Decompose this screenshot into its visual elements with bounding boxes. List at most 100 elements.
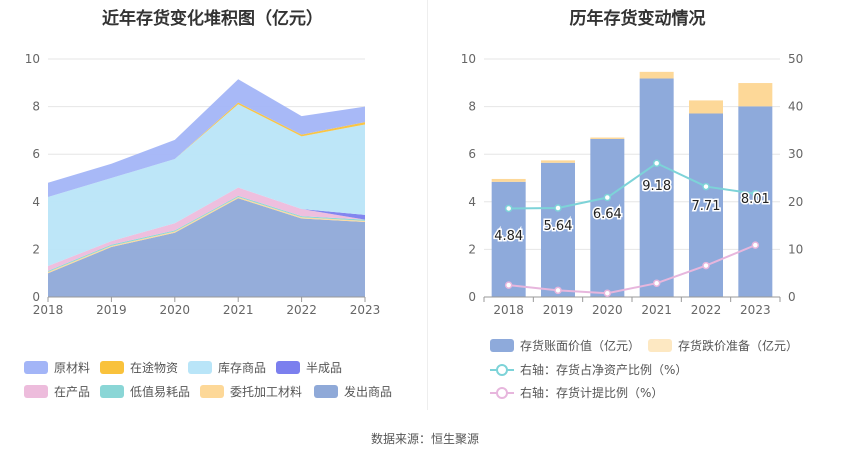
- legend-label: 低值易耗品: [130, 385, 191, 399]
- legend-label: 库存商品: [218, 361, 267, 375]
- right-x-tick-label: 2022: [691, 303, 722, 317]
- line-point: [751, 241, 760, 249]
- bar-impairment-provision: [590, 137, 625, 139]
- legend-item-low-value-consumables[interactable]: 低值易耗品: [100, 383, 190, 400]
- legend-swatch: [648, 339, 672, 352]
- line-point: [554, 286, 562, 295]
- legend-item-impairment-provision[interactable]: 存货跌价准备（亿元）: [648, 337, 798, 354]
- legend-item-book-value[interactable]: 存货账面价值（亿元）: [490, 337, 640, 354]
- left-y-tick-label: 10: [25, 52, 40, 66]
- legend-item-goods-shipped[interactable]: 发出商品: [314, 383, 392, 400]
- legend-swatch: [490, 339, 514, 352]
- right-y-tick-label: 4: [468, 195, 476, 209]
- left-x-tick-label: 2020: [160, 303, 191, 317]
- line-point: [603, 289, 612, 297]
- line-provision-ratio: [508, 244, 756, 295]
- area-series: [48, 187, 365, 271]
- legend-item-inventory-to-net-assets[interactable]: 右轴：存货占净资产比例（%）: [490, 361, 687, 378]
- left-y-tick-label: 4: [32, 195, 40, 209]
- right-y-tick-label: 10: [461, 52, 476, 66]
- left-x-tick-label: 2019: [96, 303, 127, 317]
- right-y2-tick-label: 30: [788, 147, 803, 161]
- right-y2-tick-label: 0: [788, 290, 796, 304]
- legend-label: 右轴：存货占净资产比例（%）: [520, 363, 688, 377]
- area-series: [48, 79, 365, 198]
- right-x-tick-label: 2020: [592, 303, 623, 317]
- bar-value-label: 4.84: [494, 229, 523, 244]
- legend-line-symbol: [490, 386, 514, 399]
- legend-item-finished-goods[interactable]: 库存商品: [188, 359, 266, 376]
- right-x-tick-label: 2023: [740, 303, 771, 317]
- bar-value-label: 8.01: [741, 192, 770, 207]
- line-point: [554, 204, 562, 212]
- line-point: [504, 281, 513, 289]
- bar-value-label: 7.71: [692, 199, 721, 214]
- right-x-tick-label: 2021: [641, 303, 672, 317]
- legend-label: 存货跌价准备（亿元）: [678, 339, 799, 353]
- right-y-tick-label: 0: [468, 290, 476, 304]
- right-x-tick-label: 2019: [543, 303, 574, 317]
- right-y2-tick-label: 20: [788, 195, 803, 209]
- bar-book-value: [639, 78, 674, 298]
- legend-swatch: [24, 385, 48, 398]
- line-point: [751, 189, 760, 198]
- right-x-tick-label: 2018: [493, 303, 524, 317]
- line-point: [652, 279, 661, 287]
- line-point: [702, 261, 710, 270]
- line-point: [504, 204, 513, 213]
- right-y-tick-label: 8: [468, 100, 476, 114]
- line-point: [603, 193, 612, 202]
- bar-impairment-provision: [689, 100, 723, 114]
- right-y2-tick-label: 40: [788, 100, 803, 114]
- bar-value-label: 5.64: [544, 219, 573, 234]
- line-inventory-to-net-assets: [508, 162, 756, 210]
- area-series: [48, 198, 365, 297]
- left-x-tick-label: 2023: [350, 303, 381, 317]
- legend-swatch: [188, 361, 212, 374]
- right-y-tick-label: 2: [468, 242, 476, 256]
- legend-label: 在途物资: [130, 361, 179, 375]
- legend-swatch: [100, 361, 124, 374]
- legend-swatch: [276, 361, 300, 374]
- legend-item-provision-ratio[interactable]: 右轴：存货计提比例（%）: [490, 384, 663, 401]
- data-source: 数据来源：恒生聚源: [370, 432, 479, 446]
- legend-label: 原材料: [54, 361, 91, 375]
- left-y-tick-label: 8: [32, 100, 40, 114]
- legend-swatch: [200, 385, 224, 398]
- left-x-tick-label: 2021: [223, 303, 254, 317]
- legend-item-raw-materials[interactable]: 原材料: [24, 359, 90, 376]
- legend-swatch: [314, 385, 338, 398]
- bar-book-value: [590, 138, 625, 297]
- area-series: [48, 104, 365, 267]
- legend-label: 发出商品: [344, 385, 393, 399]
- right-y2-tick-label: 10: [788, 242, 803, 256]
- legend-label: 右轴：存货计提比例（%）: [520, 386, 664, 400]
- left-chart-title: 近年存货变化堆积图（亿元）: [102, 9, 323, 29]
- legend-swatch: [100, 385, 124, 398]
- bar-impairment-provision: [738, 83, 773, 107]
- left-x-tick-label: 2018: [33, 303, 64, 317]
- legend-label: 委托加工材料: [230, 385, 303, 399]
- legend-line-symbol: [490, 363, 514, 376]
- legend-item-semi-finished[interactable]: 半成品: [276, 359, 342, 376]
- right-chart-title: 历年存货变动情况: [569, 9, 706, 29]
- left-y-tick-label: 6: [32, 147, 40, 161]
- legend-label: 存货账面价值（亿元）: [520, 339, 641, 353]
- left-y-tick-label: 2: [32, 242, 40, 256]
- left-x-tick-label: 2022: [286, 303, 317, 317]
- legend-label: 在产品: [54, 385, 91, 399]
- legend-swatch: [24, 361, 48, 374]
- legend-item-consigned-processing[interactable]: 委托加工材料: [200, 383, 302, 400]
- bar-impairment-provision: [639, 71, 674, 79]
- legend-label: 半成品: [306, 361, 343, 375]
- bar-book-value: [491, 181, 526, 297]
- bar-value-label: 9.18: [642, 179, 671, 194]
- left-y-tick-label: 0: [32, 290, 40, 304]
- right-y-tick-label: 6: [468, 147, 476, 161]
- legend-item-work-in-progress[interactable]: 在产品: [24, 383, 90, 400]
- bar-book-value: [738, 106, 773, 297]
- legend-item-in-transit[interactable]: 在途物资: [100, 359, 178, 376]
- bar-book-value: [541, 162, 575, 297]
- line-point: [652, 159, 661, 167]
